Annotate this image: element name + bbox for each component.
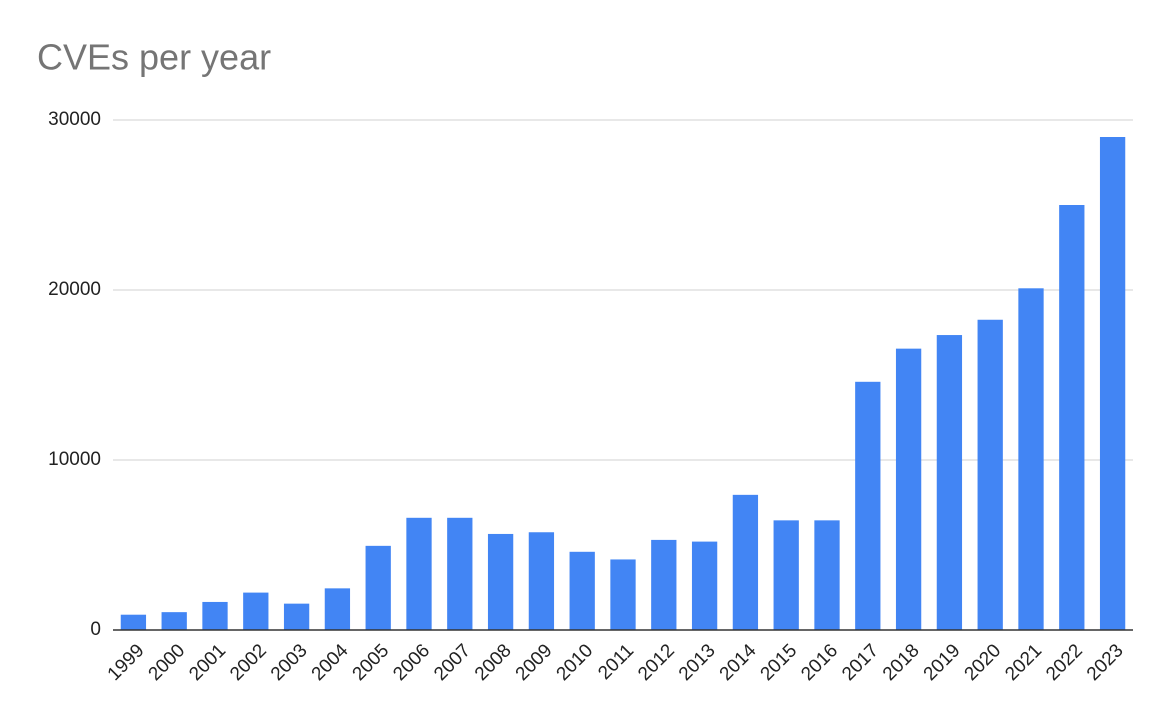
bar: [977, 319, 1003, 630]
bar: [283, 603, 310, 630]
bar: [324, 588, 351, 630]
bar: [365, 545, 391, 630]
bar: [406, 517, 432, 630]
bar: [1018, 288, 1044, 630]
bar: [773, 520, 799, 630]
bar: [120, 614, 147, 630]
bar: [202, 601, 228, 630]
y-tick-label: 0: [90, 619, 101, 640]
chart-title: CVEs per year: [37, 37, 271, 78]
bar: [1059, 205, 1085, 630]
bar: [651, 539, 677, 630]
bar: [243, 592, 269, 630]
y-tick-label: 30000: [48, 109, 101, 130]
bar: [732, 494, 759, 630]
bar: [895, 348, 922, 630]
bar: [610, 559, 636, 630]
y-tick-label: 10000: [48, 449, 101, 470]
bar: [855, 381, 881, 630]
bar: [528, 532, 555, 630]
bar: [161, 612, 187, 630]
bar: [691, 541, 718, 630]
bar: [447, 517, 473, 630]
y-tick-label: 20000: [48, 279, 101, 300]
bar: [1099, 137, 1126, 630]
bar: [487, 533, 514, 630]
bar: [569, 551, 595, 630]
bar: [814, 520, 840, 630]
bar: [936, 335, 963, 630]
